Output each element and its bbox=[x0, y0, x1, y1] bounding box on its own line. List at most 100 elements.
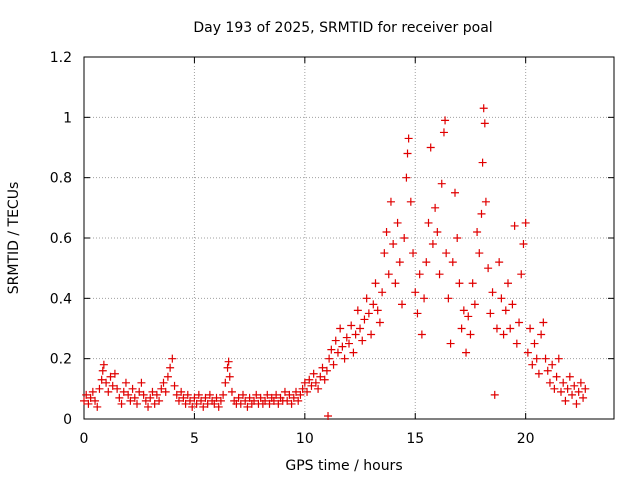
data-point bbox=[216, 396, 225, 405]
data-point bbox=[481, 197, 490, 206]
data-point bbox=[446, 339, 455, 348]
data-point bbox=[285, 390, 294, 399]
data-point bbox=[221, 378, 230, 387]
data-point bbox=[353, 306, 362, 315]
data-point bbox=[495, 258, 504, 267]
data-point bbox=[82, 390, 91, 399]
data-point bbox=[168, 354, 177, 363]
data-point bbox=[292, 387, 300, 396]
data-point bbox=[205, 390, 214, 399]
data-point bbox=[576, 378, 585, 387]
data-point bbox=[345, 339, 353, 348]
data-point bbox=[121, 378, 130, 387]
data-point bbox=[570, 381, 579, 390]
data-point bbox=[241, 396, 250, 405]
data-point bbox=[360, 315, 369, 324]
data-point bbox=[170, 381, 179, 390]
data-point bbox=[224, 357, 233, 366]
data-point bbox=[188, 402, 197, 411]
data-point bbox=[561, 396, 570, 405]
data-point bbox=[174, 396, 183, 405]
data-point bbox=[135, 387, 144, 396]
data-point bbox=[477, 209, 486, 218]
data-point bbox=[227, 387, 236, 396]
data-point bbox=[294, 396, 303, 405]
data-points bbox=[80, 104, 590, 420]
data-point bbox=[508, 300, 517, 309]
data-point bbox=[572, 399, 581, 408]
data-point bbox=[157, 384, 166, 393]
data-point bbox=[400, 234, 409, 242]
data-point bbox=[322, 366, 331, 375]
data-point bbox=[197, 396, 206, 405]
data-point bbox=[552, 372, 561, 381]
data-point bbox=[141, 396, 150, 405]
data-point bbox=[574, 387, 583, 396]
data-point bbox=[442, 249, 451, 258]
data-point bbox=[192, 399, 201, 408]
data-point bbox=[541, 354, 550, 363]
data-point bbox=[210, 399, 219, 408]
data-point bbox=[393, 218, 402, 227]
data-point bbox=[517, 270, 526, 279]
data-point bbox=[548, 360, 557, 369]
data-point bbox=[492, 324, 501, 333]
data-point bbox=[384, 270, 393, 279]
data-point bbox=[375, 318, 384, 327]
data-point bbox=[539, 318, 548, 327]
data-point bbox=[565, 372, 574, 381]
data-point bbox=[102, 378, 111, 387]
data-point bbox=[303, 387, 312, 396]
data-point bbox=[316, 372, 325, 381]
data-point bbox=[470, 300, 479, 309]
data-point bbox=[532, 354, 541, 363]
data-point bbox=[269, 396, 278, 405]
data-point bbox=[183, 390, 192, 399]
data-point bbox=[194, 390, 203, 399]
data-point bbox=[521, 218, 530, 227]
data-point bbox=[80, 396, 88, 405]
data-point bbox=[274, 399, 283, 408]
data-point bbox=[298, 384, 307, 393]
data-point bbox=[526, 324, 535, 333]
data-point bbox=[411, 288, 420, 297]
data-point bbox=[91, 396, 100, 405]
data-point bbox=[441, 116, 450, 125]
data-point bbox=[428, 240, 437, 249]
data-point bbox=[84, 399, 93, 408]
data-point bbox=[245, 393, 254, 402]
data-point bbox=[166, 363, 175, 372]
data-point bbox=[537, 330, 546, 339]
data-point bbox=[234, 393, 243, 402]
data-point bbox=[568, 390, 577, 399]
data-point bbox=[163, 372, 172, 381]
y-tick-label: 0.4 bbox=[50, 291, 72, 307]
data-point bbox=[424, 218, 433, 227]
data-point bbox=[318, 363, 327, 372]
data-point bbox=[106, 372, 115, 381]
data-point bbox=[177, 387, 186, 396]
data-point bbox=[119, 387, 128, 396]
data-point bbox=[431, 203, 440, 212]
data-point bbox=[338, 342, 347, 351]
data-point bbox=[398, 300, 406, 309]
data-point bbox=[426, 143, 435, 152]
data-point bbox=[243, 402, 252, 411]
data-point bbox=[364, 309, 373, 318]
data-point bbox=[159, 378, 168, 387]
data-point bbox=[336, 324, 345, 333]
data-point bbox=[523, 348, 532, 357]
chart-title: Day 193 of 2025, SRMTID for receiver poa… bbox=[193, 20, 492, 36]
y-axis-label: SRMTID / TECUs bbox=[6, 182, 22, 295]
data-point bbox=[404, 134, 413, 143]
data-point bbox=[371, 279, 380, 288]
data-point bbox=[543, 366, 552, 375]
grid bbox=[84, 57, 614, 419]
x-tick-label: 5 bbox=[190, 431, 199, 447]
x-tick-label: 10 bbox=[296, 431, 314, 447]
data-point bbox=[484, 264, 493, 273]
data-point bbox=[510, 221, 519, 230]
data-point bbox=[225, 372, 234, 381]
y-tick-label: 0 bbox=[63, 412, 72, 428]
data-point bbox=[479, 104, 488, 113]
